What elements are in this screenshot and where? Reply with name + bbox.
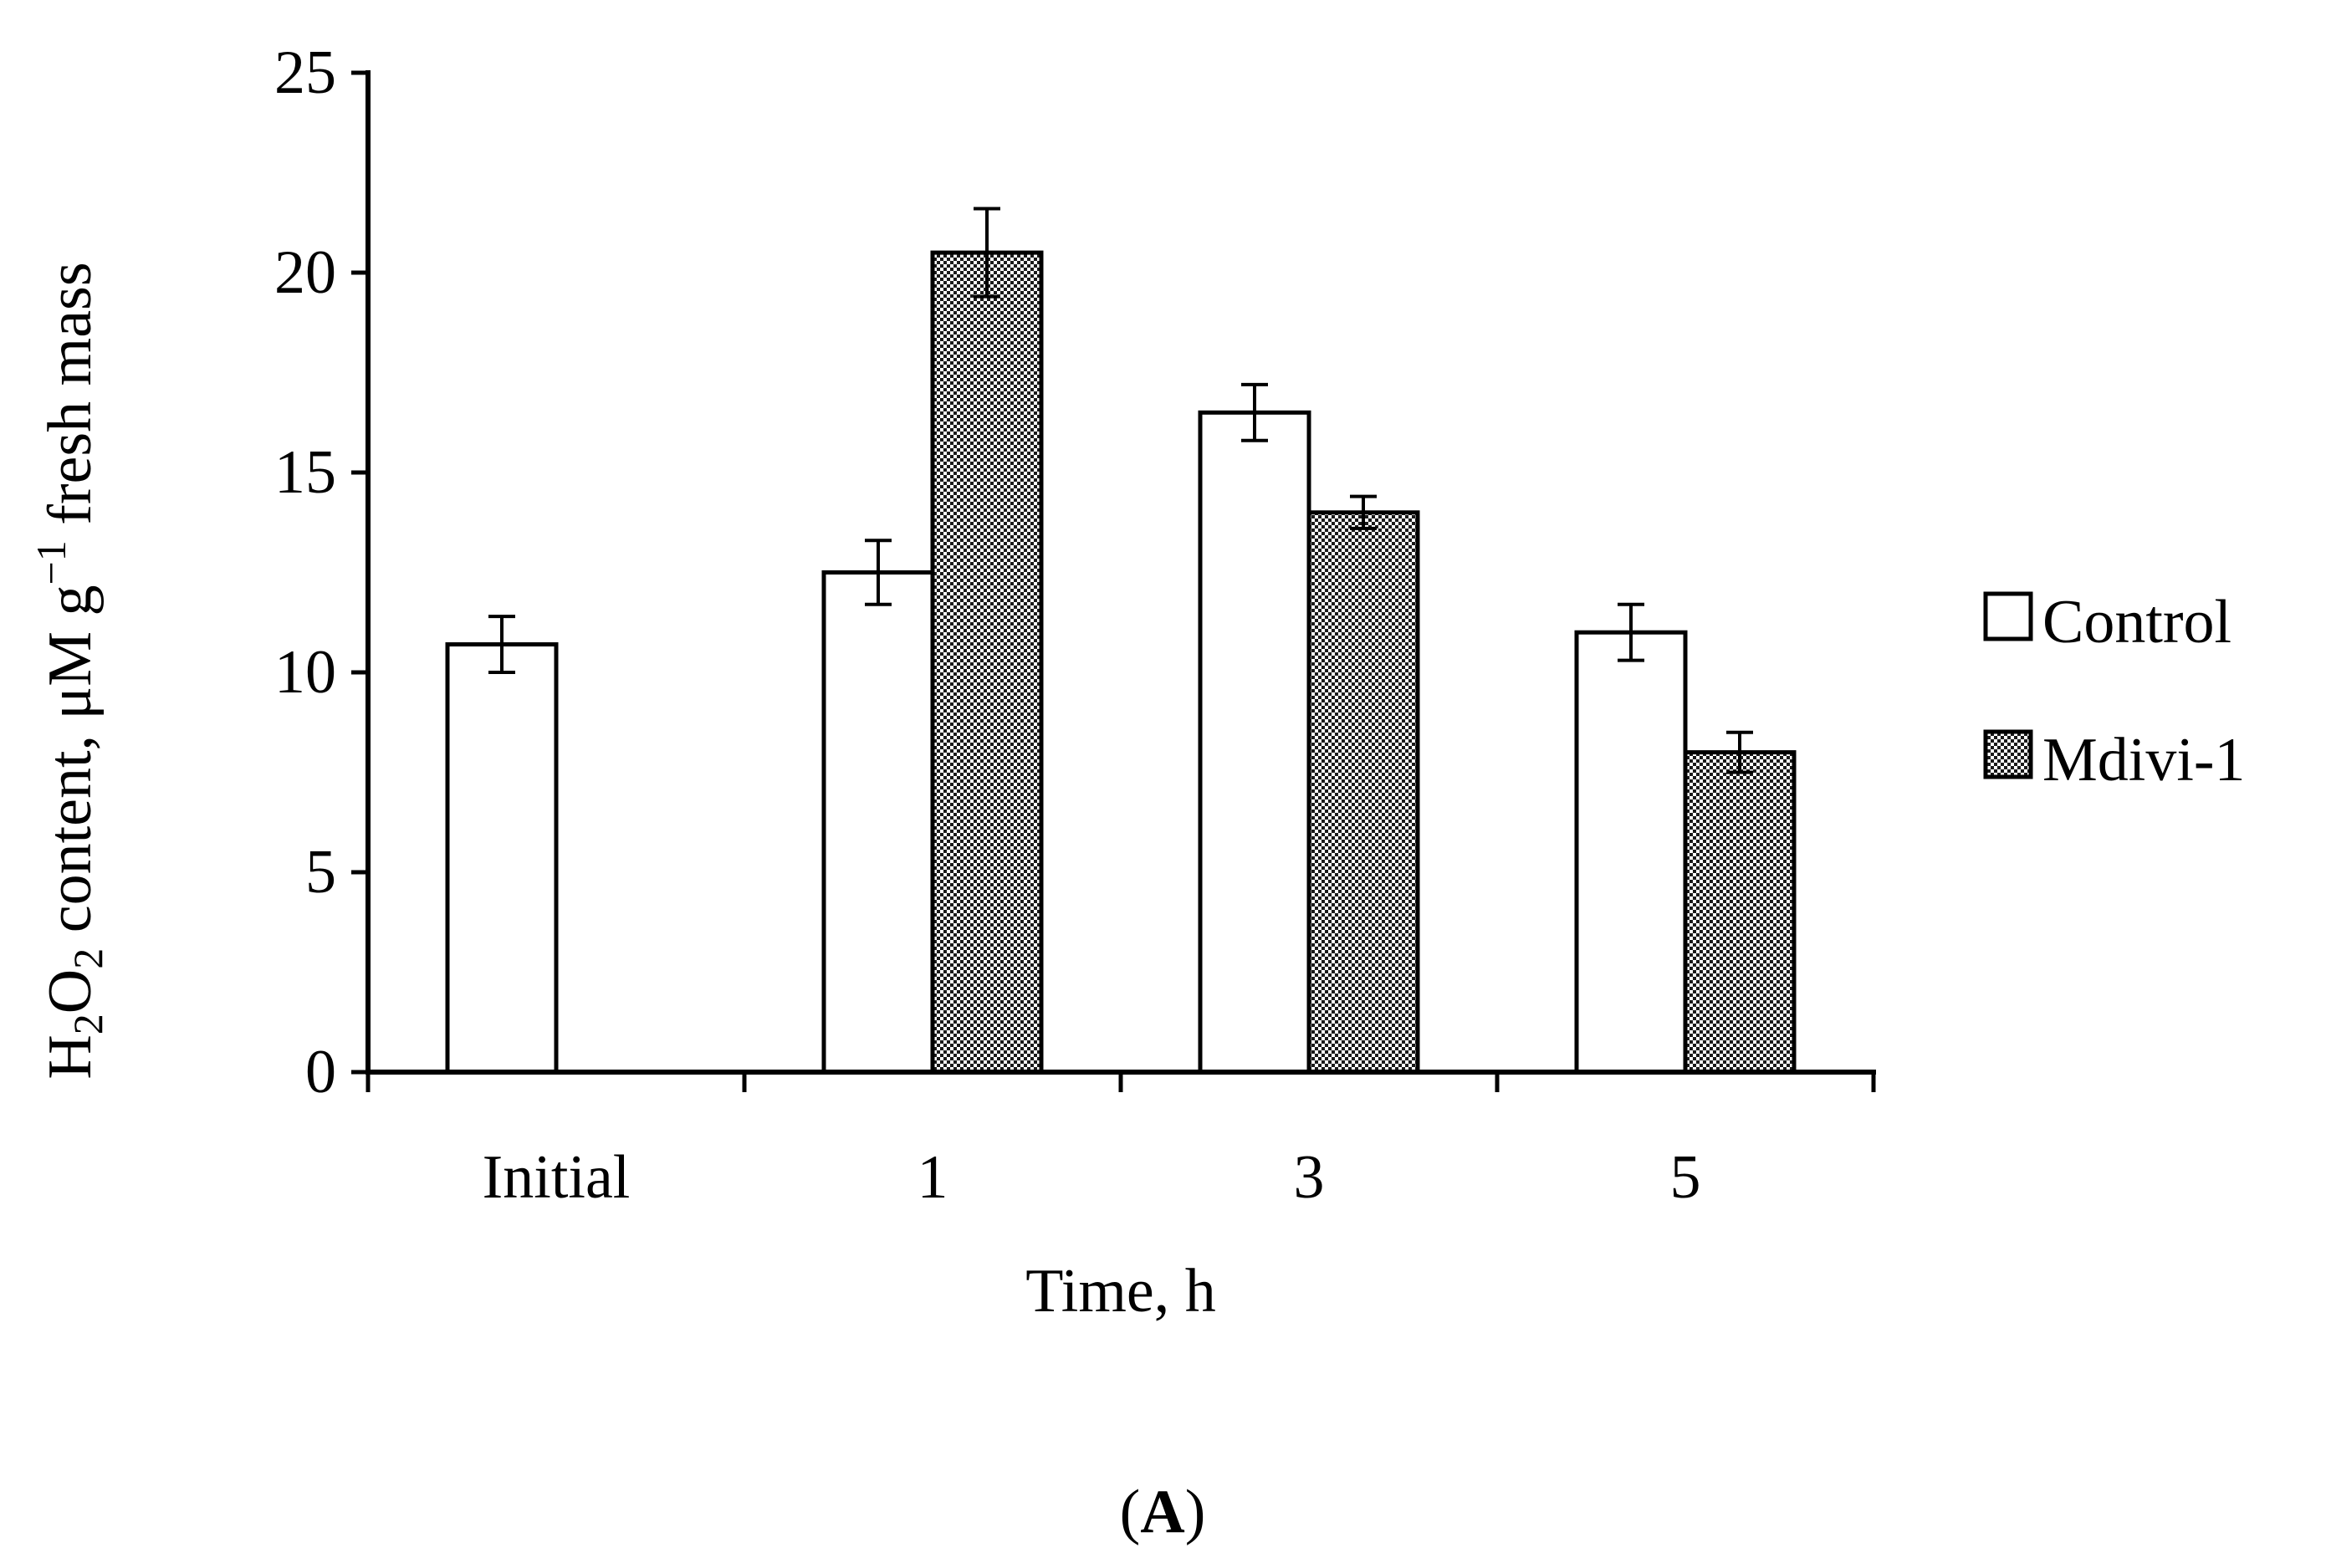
bar-mdivi-1-5 (1683, 750, 1797, 1075)
y-title-h: H (36, 1034, 105, 1079)
legend: Control Mdivi-1 (1983, 588, 2246, 794)
panel-label-close: ) (1185, 1478, 1206, 1546)
x-tick-label: 3 (1294, 1143, 1325, 1212)
legend-label-control: Control (2042, 588, 2231, 656)
legend-swatch-control (1983, 591, 2033, 641)
y-title-sub1: 2 (64, 1014, 111, 1034)
bar-control-3 (1198, 410, 1311, 1075)
y-title-rest: content, μM g (36, 585, 105, 947)
error-bars-layer (488, 207, 1753, 774)
panel-label: (A) (1120, 1478, 1206, 1546)
error-bar (1618, 602, 1644, 662)
x-tick-label: 5 (1670, 1143, 1701, 1212)
bar-mdivi-1-1 (930, 250, 1044, 1075)
error-bar (865, 539, 892, 606)
error-bar (1241, 382, 1268, 442)
bar-control-initial (445, 642, 559, 1075)
y-axis-title: H2O2 content, μM g−1 fresh mass (28, 262, 111, 1079)
bars-layer (445, 250, 1797, 1075)
y-title-sub2: 2 (64, 948, 111, 969)
legend-swatch-mdivi-1 (1983, 729, 2033, 779)
bar-control-5 (1574, 630, 1688, 1075)
error-bar (974, 207, 1000, 299)
y-title-o: O (36, 969, 105, 1014)
y-tick-label: 0 (305, 1038, 336, 1106)
y-ticks: 0 5 10 15 20 25 (274, 38, 368, 1106)
y-title-sup: −1 (28, 540, 74, 585)
error-bar (1350, 494, 1377, 530)
y-tick-label: 20 (274, 238, 336, 307)
panel-label-open: ( (1120, 1478, 1141, 1546)
y-tick-label: 10 (274, 638, 336, 707)
y-title-end: fresh mass (36, 262, 105, 540)
bar-control-1 (821, 570, 935, 1075)
x-tick-label: Initial (483, 1143, 631, 1212)
y-tick-label: 25 (274, 38, 336, 107)
legend-label-mdivi-1: Mdivi-1 (2042, 726, 2246, 794)
x-tick-label: 1 (918, 1143, 948, 1212)
x-axis-title: Time, h (1025, 1257, 1216, 1325)
y-tick-label: 5 (305, 838, 336, 907)
panel-label-letter: A (1140, 1478, 1184, 1546)
error-bar (1726, 730, 1753, 774)
y-tick-label: 15 (274, 438, 336, 507)
error-bar (488, 615, 515, 674)
x-ticks: Initial 1 3 5 (366, 1072, 1876, 1212)
bar-mdivi-1-3 (1306, 510, 1420, 1075)
